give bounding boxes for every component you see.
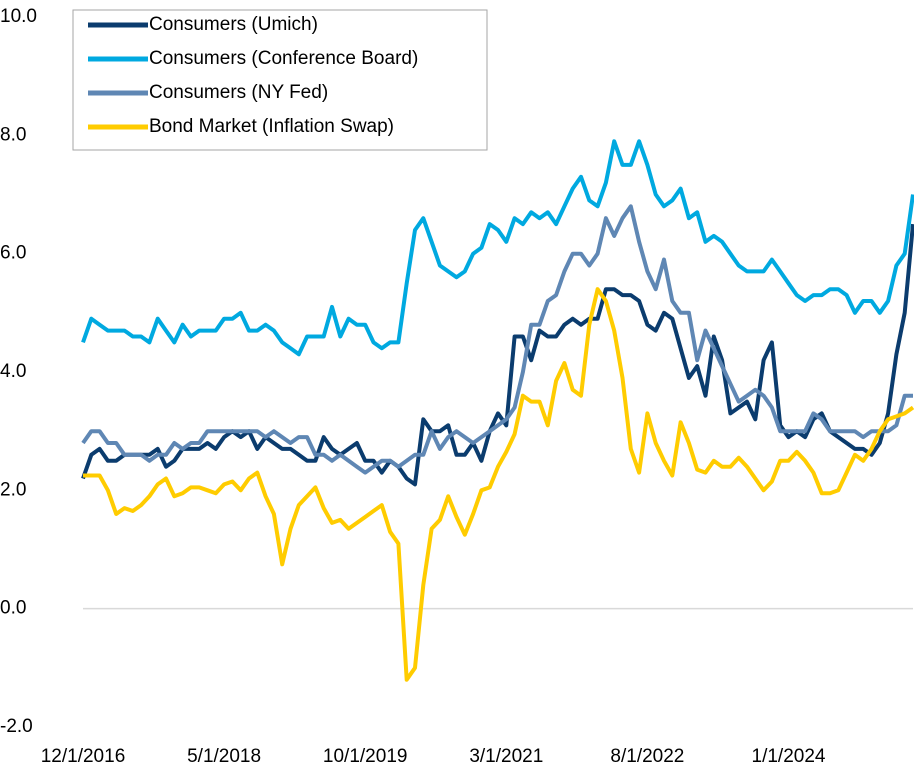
series-line [81, 204, 913, 475]
series-line [81, 223, 914, 487]
y-tick-label: -2.0 [0, 716, 33, 737]
legend-label: Consumers (Conference Board) [149, 48, 418, 69]
x-tick-label: 3/1/2021 [469, 746, 543, 767]
y-tick-label: 10.0 [0, 6, 37, 27]
legend-label: Consumers (Umich) [149, 14, 318, 35]
y-tick-label: 8.0 [0, 124, 26, 145]
x-tick-label: 12/1/2016 [41, 746, 126, 767]
legend-label: Bond Market (Inflation Swap) [149, 116, 394, 137]
y-tick-label: 2.0 [0, 479, 26, 500]
y-tick-label: 4.0 [0, 361, 26, 382]
x-tick-label: 1/1/2024 [752, 746, 826, 767]
x-tick-label: 8/1/2022 [610, 746, 684, 767]
legend-label: Consumers (NY Fed) [149, 82, 328, 103]
y-tick-label: 0.0 [0, 598, 26, 619]
series-line [81, 139, 914, 357]
y-tick-label: 6.0 [0, 243, 26, 264]
x-tick-label: 5/1/2018 [187, 746, 261, 767]
x-tick-label: 10/1/2019 [323, 746, 408, 767]
legend: Consumers (Umich) Consumers (Conference B… [72, 9, 488, 151]
series-line [83, 287, 914, 682]
